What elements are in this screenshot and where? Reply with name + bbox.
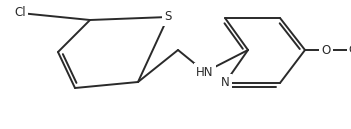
- Text: Cl: Cl: [14, 6, 26, 19]
- Text: S: S: [164, 10, 172, 23]
- Text: O: O: [322, 43, 331, 57]
- Text: N: N: [221, 76, 229, 90]
- Text: OMe: OMe: [348, 45, 351, 55]
- Text: HN: HN: [196, 66, 214, 79]
